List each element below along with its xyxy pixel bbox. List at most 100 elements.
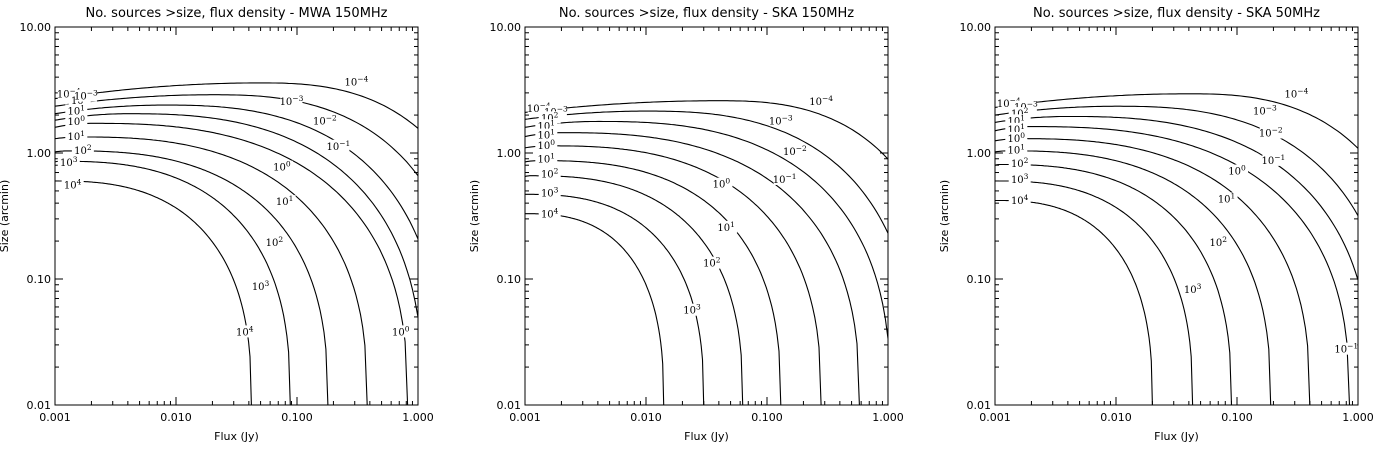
x-tick-label: 0.100 <box>281 411 313 424</box>
contour-label-bg <box>263 235 286 248</box>
contour-label: 103 <box>1184 282 1202 296</box>
contour-label: 102 <box>1209 235 1227 249</box>
contour-label-bg <box>345 75 368 88</box>
contour-line-3 <box>995 150 1272 405</box>
contour-label: 103 <box>1011 172 1029 186</box>
contour-label: 10−2 <box>1259 126 1283 140</box>
contour-label: 100 <box>713 177 731 191</box>
x-axis-title: Flux (Jy) <box>684 430 729 443</box>
contour-label: 101 <box>68 103 86 117</box>
contour-label-bg <box>535 138 558 151</box>
contour-label: 103 <box>683 303 701 317</box>
contour-group <box>55 82 418 405</box>
contour-group <box>995 93 1358 405</box>
contour-label: 10−3 <box>1253 103 1277 117</box>
contour-label-bg <box>1262 153 1285 166</box>
contour-line-7 <box>995 105 1358 217</box>
contour-label-bg <box>327 139 350 152</box>
contour-label-bg <box>700 256 723 269</box>
contour-label: 10−4 <box>1285 87 1309 101</box>
contour-label: 104 <box>541 206 559 220</box>
contour-label-bg <box>527 101 550 114</box>
contour-line-5 <box>525 132 860 405</box>
contour-label: 104 <box>64 178 82 192</box>
contour-line-1 <box>525 193 705 405</box>
y-tick-label: 10.00 <box>960 21 992 34</box>
contour-label-bg <box>538 167 561 180</box>
contour-label: 10−1 <box>1262 153 1286 167</box>
contour-line-0 <box>55 180 252 405</box>
contour-label: 10−1 <box>1334 342 1358 356</box>
contour-line-7 <box>55 94 418 177</box>
contour-line-6 <box>55 104 418 241</box>
contour-label: 100 <box>538 138 556 152</box>
y-tick-label: 1.00 <box>27 147 52 160</box>
contour-label-bg <box>535 119 558 132</box>
y-tick-label: 0.01 <box>27 399 52 412</box>
x-tick-label: 0.001 <box>509 411 541 424</box>
contour-label-bg <box>65 129 88 142</box>
contour-label-bg <box>681 303 704 316</box>
contour-line-3 <box>525 160 782 405</box>
contour-label: 101 <box>68 129 86 143</box>
contour-label: 10−3 <box>74 89 98 103</box>
contour-label-bg <box>1005 143 1028 156</box>
y-axis-title: Size (arcmin) <box>468 180 481 252</box>
contour-label-bg <box>1253 104 1276 117</box>
contour-label: 103 <box>60 155 78 169</box>
x-tick-label: 0.010 <box>160 411 192 424</box>
contour-label: 101 <box>1008 142 1026 156</box>
contour-label: 100 <box>1228 164 1246 178</box>
contour-label: 101 <box>538 118 556 132</box>
contour-label-bg <box>715 220 738 233</box>
contour-label: 100 <box>68 114 86 128</box>
plot-frame <box>54 26 419 406</box>
y-tick-label: 0.01 <box>497 399 522 412</box>
contour-label: 101 <box>1218 191 1236 205</box>
contour-line-7 <box>525 110 888 235</box>
contour-line-1 <box>55 160 291 405</box>
contour-line-4 <box>55 122 409 405</box>
contour-label: 102 <box>541 167 559 181</box>
contour-label-bg <box>1008 157 1031 170</box>
contour-label-bg <box>1215 192 1238 205</box>
contour-label: 10−4 <box>345 75 369 89</box>
contour-label: 10−3 <box>280 94 304 108</box>
contour-line-4 <box>525 145 822 405</box>
y-tick-label: 0.10 <box>497 273 522 286</box>
y-tick-label: 1.00 <box>967 147 992 160</box>
contour-label-bg <box>71 143 94 156</box>
x-tick-label: 0.001 <box>979 411 1011 424</box>
contour-line-0 <box>995 199 1153 405</box>
x-tick-label: 0.100 <box>751 411 783 424</box>
x-axis-title: Flux (Jy) <box>1154 430 1199 443</box>
contour-label: 103 <box>252 279 270 293</box>
contour-label-bg <box>1285 87 1308 100</box>
contour-line-6 <box>995 115 1358 283</box>
contour-line-2 <box>995 163 1233 405</box>
contour-label: 10−3 <box>769 113 793 127</box>
x-tick-label: 1.000 <box>872 411 904 424</box>
contour-label: 10−4 <box>527 101 551 115</box>
contour-label-bg <box>997 97 1020 110</box>
x-tick-label: 1.000 <box>1342 411 1374 424</box>
contour-label: 101 <box>1008 122 1026 136</box>
y-axis-title: Size (arcmin) <box>938 180 951 252</box>
contour-label-bg <box>538 186 561 199</box>
contour-label-bg <box>1335 342 1358 355</box>
contour-label: 103 <box>541 185 559 199</box>
contour-line-8 <box>995 93 1358 150</box>
contour-line-6 <box>525 120 888 353</box>
contour-label-bg <box>769 114 792 127</box>
contour-label: 10−4 <box>809 94 833 108</box>
contour-line-5 <box>55 113 418 323</box>
x-tick-label: 0.001 <box>39 411 71 424</box>
contour-label-bg <box>1226 164 1248 177</box>
contour-label: 100 <box>273 160 291 174</box>
contour-label-bg <box>280 94 303 107</box>
contour-label-bg <box>1181 283 1204 296</box>
contour-label-bg <box>249 279 272 292</box>
chart-title: No. sources >size, flux density - MWA 15… <box>85 6 387 21</box>
contour-label-bg <box>65 104 88 117</box>
y-tick-label: 10.00 <box>490 21 522 34</box>
